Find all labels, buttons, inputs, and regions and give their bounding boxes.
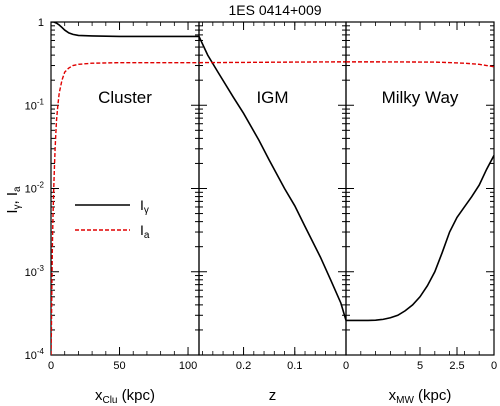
series-line-i-a <box>51 61 199 355</box>
x-axis-label: z <box>269 387 277 404</box>
x-tick-label: 2.5 <box>449 360 464 372</box>
y-tick-label: 10-3 <box>25 264 45 279</box>
x-tick-label: 0.2 <box>236 360 251 372</box>
legend-label: Ia <box>140 222 150 241</box>
chart-title: 1ES 0414+009 <box>228 2 321 18</box>
panel-title: IGM <box>256 88 288 107</box>
series-line-i-gamma <box>346 154 494 322</box>
x-tick-label: 100 <box>179 360 197 372</box>
x-tick-label: 5 <box>417 360 423 372</box>
panel-frame <box>345 21 495 356</box>
y-tick-label: 10-1 <box>25 97 45 112</box>
x-tick-label: 50 <box>113 360 125 372</box>
panel-frame <box>50 21 200 356</box>
series-line-i-gamma <box>51 22 199 38</box>
series-line-i-a <box>199 61 346 64</box>
y-axis-label: Iγ, Ia <box>4 186 23 214</box>
plot-area: 0 50 100 Cluster xClu (kpc) 0.2 0.1 0 IGM z 5 2.5 0 M… <box>4 17 497 406</box>
series-line-i-gamma <box>199 36 346 321</box>
x-tick-label: 0 <box>491 360 497 372</box>
x-tick-label: 0.1 <box>287 360 302 372</box>
panel-0: 0 50 100 Cluster xClu (kpc) <box>48 21 200 406</box>
panel-1: 0.2 0.1 0 IGM z <box>198 21 349 404</box>
legend: Iγ Ia <box>75 197 150 241</box>
y-tick-label: 10-4 <box>25 347 45 362</box>
panel-2: 5 2.5 0 Milky Way xMW (kpc) <box>345 21 497 406</box>
y-tick-label: 10-2 <box>25 181 45 196</box>
panel-frame <box>198 21 347 356</box>
x-axis-label: xMW (kpc) <box>389 387 452 406</box>
legend-label: Iγ <box>140 197 149 216</box>
x-tick-label: 0 <box>48 360 54 372</box>
y-tick-label: 1 <box>38 17 44 29</box>
panel-title: Cluster <box>98 88 152 107</box>
series-line-i-a <box>346 61 494 68</box>
x-tick-label: 0 <box>343 360 349 372</box>
panel-title: Milky Way <box>382 88 459 107</box>
x-axis-label: xClu (kpc) <box>95 387 155 406</box>
